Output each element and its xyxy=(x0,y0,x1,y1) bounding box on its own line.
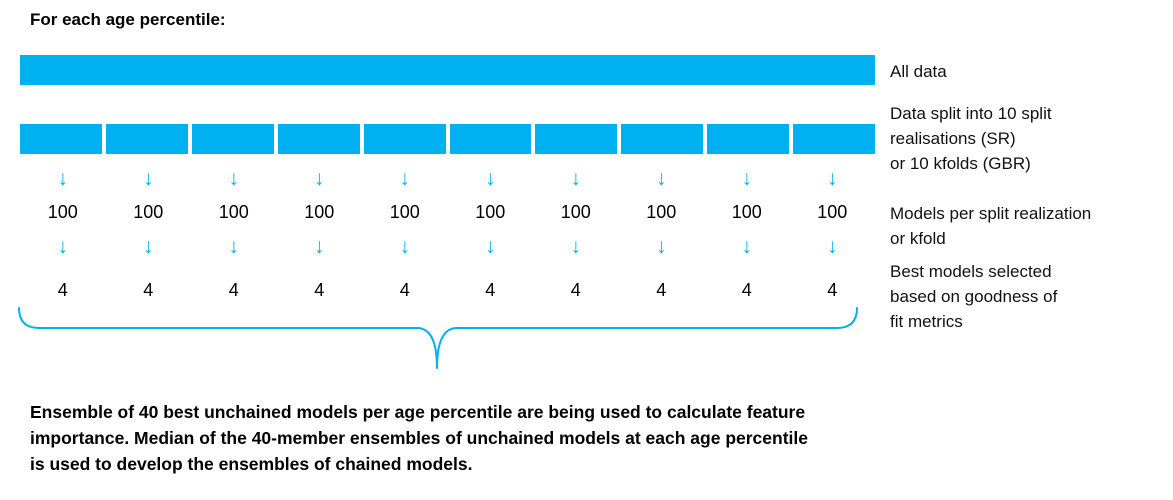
best-models-value: 4 xyxy=(827,280,838,300)
down-arrow-icon: ↓ xyxy=(143,167,154,190)
down-arrow-icon: ↓ xyxy=(228,235,240,258)
best-row: 4 4 4 4 4 4 4 4 4 4 xyxy=(20,280,875,301)
models-row: 100 100 100 100 100 100 100 100 100 100 xyxy=(20,202,875,223)
all-data-bar xyxy=(20,55,875,85)
down-arrow-icon: ↓ xyxy=(741,235,753,258)
down-arrow-icon: ↓ xyxy=(656,235,667,258)
models-arrow-row: ↓ ↓ ↓ ↓ ↓ ↓ ↓ ↓ ↓ ↓ xyxy=(20,168,875,189)
split-segment xyxy=(621,124,704,154)
models-per-split-value: 100 xyxy=(133,202,164,222)
split-segment xyxy=(105,124,188,154)
label-models-per-split: Models per split realization or kfold xyxy=(890,204,1092,248)
best-models-value: 4 xyxy=(485,280,496,300)
split-segment xyxy=(191,124,274,154)
down-arrow-icon: ↓ xyxy=(485,235,496,258)
split-segment xyxy=(20,124,102,154)
best-models-value: 4 xyxy=(741,280,752,300)
best-models-value: 4 xyxy=(57,280,68,300)
down-arrow-icon: ↓ xyxy=(57,235,69,258)
split-segment xyxy=(793,124,876,154)
best-models-value: 4 xyxy=(228,280,239,300)
models-per-split-value: 100 xyxy=(304,202,335,222)
best-models-value: 4 xyxy=(570,280,581,300)
models-per-split-value: 100 xyxy=(218,202,249,222)
down-arrow-icon: ↓ xyxy=(228,167,240,190)
down-arrow-icon: ↓ xyxy=(656,167,667,190)
best-arrow-row: ↓ ↓ ↓ ↓ ↓ ↓ ↓ ↓ ↓ ↓ xyxy=(20,236,875,257)
down-arrow-icon: ↓ xyxy=(399,235,411,258)
best-models-value: 4 xyxy=(314,280,325,300)
down-arrow-icon: ↓ xyxy=(570,167,582,190)
down-arrow-icon: ↓ xyxy=(827,167,838,190)
models-per-split-value: 100 xyxy=(475,202,506,222)
split-segment xyxy=(277,124,360,154)
down-arrow-icon: ↓ xyxy=(399,167,411,190)
best-models-value: 4 xyxy=(399,280,410,300)
down-arrow-icon: ↓ xyxy=(485,167,496,190)
down-arrow-icon: ↓ xyxy=(314,167,325,190)
label-all-data: All data xyxy=(890,62,947,81)
models-per-split-value: 100 xyxy=(731,202,762,222)
page-title: For each age percentile: xyxy=(30,10,226,29)
label-data-split: Data split into 10 split realisations (S… xyxy=(890,104,1052,173)
models-per-split-value: 100 xyxy=(389,202,420,222)
split-bar xyxy=(20,124,876,154)
down-arrow-icon: ↓ xyxy=(741,167,753,190)
models-per-split-value: 100 xyxy=(47,202,78,222)
down-arrow-icon: ↓ xyxy=(827,235,838,258)
down-arrow-icon: ↓ xyxy=(143,235,154,258)
split-segment xyxy=(707,124,790,154)
curly-brace xyxy=(18,307,858,369)
label-best-models: Best models selected based on goodness o… xyxy=(890,262,1058,331)
models-per-split-value: 100 xyxy=(560,202,591,222)
down-arrow-icon: ↓ xyxy=(314,235,325,258)
footer-caption: Ensemble of 40 best unchained models per… xyxy=(30,402,808,474)
split-segment xyxy=(449,124,532,154)
split-segment xyxy=(363,124,446,154)
best-models-value: 4 xyxy=(656,280,667,300)
models-per-split-value: 100 xyxy=(646,202,677,222)
best-models-value: 4 xyxy=(143,280,154,300)
down-arrow-icon: ↓ xyxy=(570,235,582,258)
split-segment xyxy=(535,124,618,154)
down-arrow-icon: ↓ xyxy=(57,167,69,190)
models-per-split-value: 100 xyxy=(817,202,848,222)
